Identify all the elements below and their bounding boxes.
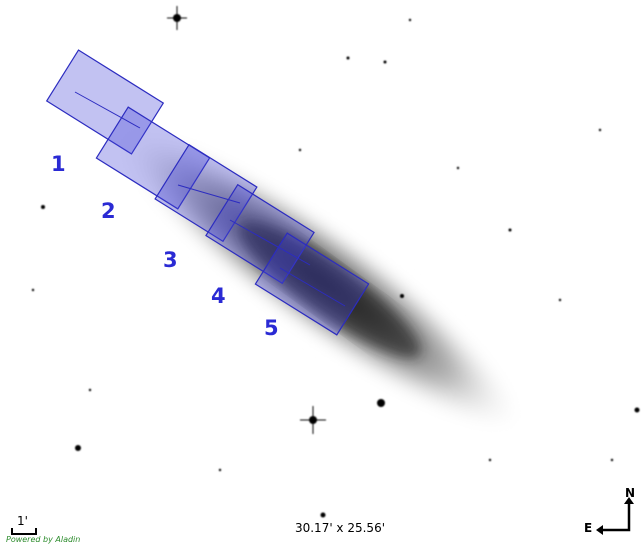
field-label: 5 (264, 316, 279, 340)
galaxy (115, 126, 525, 434)
compass-north: N (625, 486, 635, 500)
stars (31, 6, 640, 518)
field-label: 4 (211, 284, 226, 308)
scale-bar: 1' (11, 514, 37, 535)
compass-east: E (584, 521, 592, 535)
footprints (45, 49, 370, 336)
field-label: 1 (51, 152, 66, 176)
field-of-view: 30.17' x 25.56' (295, 521, 385, 535)
footprint-edge (279, 267, 346, 307)
scale-label: 1' (17, 514, 28, 528)
footprint-edge (74, 91, 141, 129)
compass: N E (584, 486, 635, 535)
footprint-edge (229, 219, 311, 266)
field-label: 3 (163, 248, 178, 272)
credit: Powered by Aladin (6, 535, 80, 544)
footprint-edge (177, 184, 241, 204)
field-label: 2 (101, 199, 116, 223)
